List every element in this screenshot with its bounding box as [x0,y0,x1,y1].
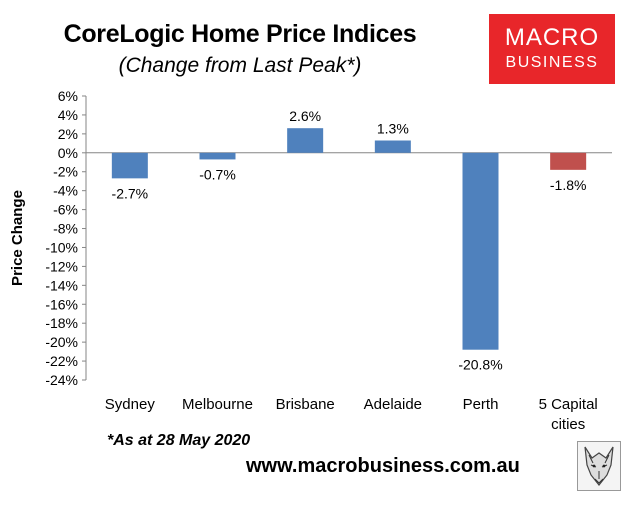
chart-title: CoreLogic Home Price Indices [63,20,417,48]
footnote: *As at 28 May 2020 [107,432,251,449]
category-label: Melbourne [182,396,253,413]
data-label: 1.3% [377,120,409,136]
category-label: Adelaide [364,396,422,413]
y-tick-label: 6% [58,88,78,104]
category-label: 5 Capital [539,396,598,413]
y-tick-label: -6% [53,202,78,218]
category-label: cities [551,416,585,433]
y-tick-label: -14% [45,277,78,293]
data-label: -2.7% [112,185,149,201]
macro-business-logo: MACRO BUSINESS [489,14,615,84]
data-label: -1.8% [550,177,587,193]
data-label: -20.8% [458,357,502,373]
wolf-sketch-icon [577,441,621,491]
y-tick-label: 4% [58,107,78,123]
y-tick-label: -24% [45,372,78,388]
website-url: www.macrobusiness.com.au [246,455,520,477]
y-tick-label: -22% [45,353,78,369]
bar-chart: 6% 4% 2% 0% -2% -4% -6% -8% -10% -12% -14% -16% -18%… [9,88,612,433]
category-label: Sydney [105,396,156,413]
bar [199,152,236,160]
y-tick-label: -4% [53,183,78,199]
bar [462,152,499,350]
data-label: -0.7% [199,166,236,182]
bar [550,152,587,170]
y-tick-label: -20% [45,334,78,350]
y-tick-label: -2% [53,164,78,180]
y-tick-label: 0% [58,145,78,161]
y-axis-title: Price Change [9,190,26,286]
bar [374,140,411,153]
y-tick-label: -8% [53,221,78,237]
y-tick-label: -10% [45,239,78,255]
y-tick-label: -12% [45,258,78,274]
logo-line-2: BUSINESS [505,54,599,71]
data-label: 2.6% [289,108,321,124]
category-label: Perth [463,396,499,413]
category-label: Brisbane [276,396,335,413]
y-tick-label: 2% [58,126,78,142]
bar [111,152,148,179]
logo-line-1: MACRO [504,24,600,51]
y-tick-label: -16% [45,296,78,312]
y-tick-label: -18% [45,315,78,331]
chart-subtitle: (Change from Last Peak*) [118,54,362,77]
bar [287,128,324,153]
